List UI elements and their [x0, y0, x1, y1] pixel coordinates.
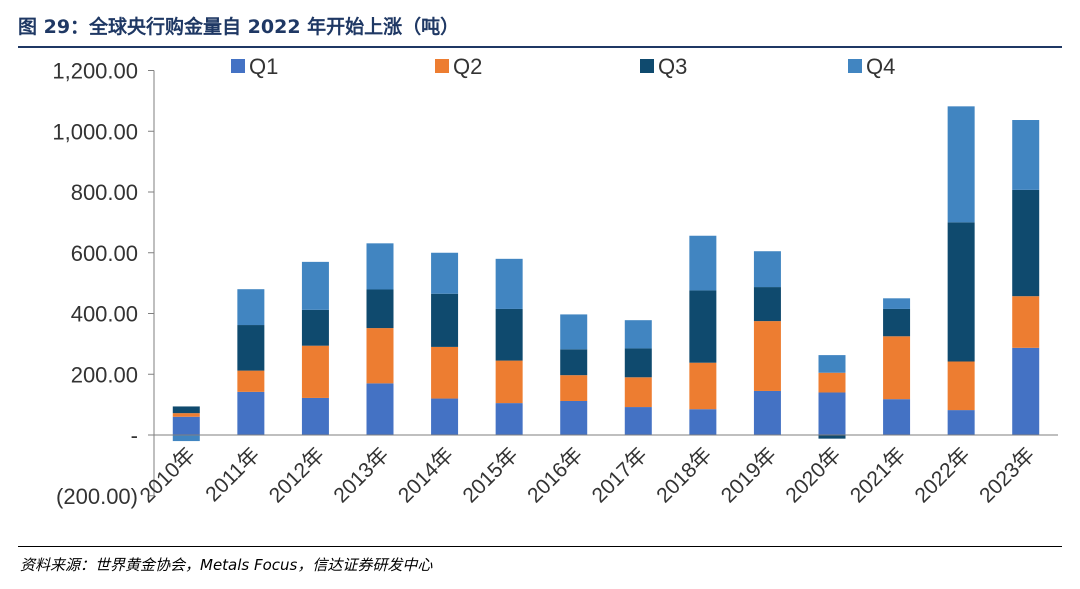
bar-segment-q1 — [366, 383, 394, 435]
bar-segment-q2 — [560, 375, 588, 401]
chart-title: 图 29：全球央行购金量自 2022 年开始上涨（吨） — [18, 16, 460, 38]
y-tick-label: 400.00 — [71, 302, 138, 327]
bar-segment-q4 — [301, 261, 329, 310]
x-tick-label: 2017年 — [588, 443, 652, 507]
legend-label-q4: Q4 — [866, 54, 895, 79]
bar-segment-q2 — [883, 336, 911, 400]
source-bar: 资料来源：世界黄金协会，Metals Focus，信达证券研发中心 — [18, 546, 1062, 581]
legend-swatch-q3 — [640, 59, 654, 73]
bar-segment-q4 — [883, 298, 911, 309]
bar-segment-q4 — [753, 251, 781, 288]
bar-segment-q2 — [366, 328, 394, 384]
chart-area: (200.00) - 200.00 400.00 600.00 800.00 1,000.0… — [18, 48, 1062, 545]
bar-segment-q4 — [366, 243, 394, 290]
bar-segment-q1 — [947, 410, 975, 435]
bar-segment-q1 — [753, 390, 781, 435]
legend: Q1 Q2 Q3 Q4 — [231, 54, 895, 79]
bar-segment-q3 — [1012, 189, 1040, 297]
bar-segment-q2 — [753, 321, 781, 391]
y-tick-label: 1,000.00 — [52, 119, 138, 144]
bar-segment-q4 — [689, 235, 717, 291]
bar-segment-q1 — [172, 416, 200, 435]
legend-swatch-q4 — [848, 59, 862, 73]
x-tick-label: 2013年 — [329, 443, 393, 507]
bar-segment-q1 — [818, 392, 846, 435]
y-tick-label: 800.00 — [71, 180, 138, 205]
bar-segment-q2 — [1012, 296, 1040, 348]
bar-segment-q3 — [237, 325, 265, 371]
source-note: 资料来源：世界黄金协会，Metals Focus，信达证券研发中心 — [20, 556, 433, 574]
x-axis: 2010年 2011年 2012年 2013年 2014年 2015年 2016年 2017年… — [136, 434, 1058, 507]
legend-label-q3: Q3 — [658, 54, 687, 79]
bar-segment-q4 — [495, 258, 523, 309]
bar-segment-q1 — [431, 398, 459, 435]
bar-segment-q3 — [624, 348, 652, 378]
bar-segment-q4 — [947, 106, 975, 223]
bar-segment-q1 — [560, 400, 588, 435]
x-tick-label: 2023年 — [975, 443, 1039, 507]
bar-segment-q2 — [495, 360, 523, 404]
bar-segment-q1 — [301, 397, 329, 435]
bar-segment-q4 — [560, 314, 588, 350]
bar-segment-q3 — [366, 289, 394, 329]
bar-segment-q3 — [883, 308, 911, 337]
bar-segment-q1 — [237, 391, 265, 435]
bar-segment-q3 — [560, 349, 588, 376]
bar-segment-q2 — [818, 372, 846, 393]
x-tick-label: 2014年 — [394, 443, 458, 507]
bar-segment-q1 — [624, 407, 652, 435]
bar-segment-q3 — [818, 435, 846, 439]
y-axis: (200.00) - 200.00 400.00 600.00 800.00 1,000.0… — [52, 59, 155, 509]
bar-segment-q3 — [947, 222, 975, 362]
bar-segment-q2 — [624, 377, 652, 408]
bars — [172, 106, 1040, 442]
bar-segment-q3 — [172, 406, 200, 414]
legend-label-q2: Q2 — [453, 54, 482, 79]
bar-segment-q1 — [689, 409, 717, 435]
x-tick-label: 2016年 — [523, 443, 587, 507]
bar-segment-q1 — [495, 403, 523, 435]
bar-segment-q3 — [431, 293, 459, 347]
bar-segment-q4 — [431, 252, 459, 294]
bar-segment-q2 — [172, 413, 200, 417]
y-tick-label: 1,200.00 — [52, 59, 138, 84]
x-tick-label: 2022年 — [911, 443, 975, 507]
bar-segment-q2 — [431, 346, 459, 399]
x-tick-label: 2015年 — [459, 443, 523, 507]
y-tick-label: 600.00 — [71, 241, 138, 266]
x-tick-label: 2021年 — [846, 443, 910, 507]
stacked-bar-chart: (200.00) - 200.00 400.00 600.00 800.00 1,000.0… — [52, 54, 1058, 509]
bar-segment-q2 — [689, 362, 717, 410]
bar-segment-q3 — [753, 287, 781, 322]
legend-swatch-q1 — [231, 59, 245, 73]
bar-segment-q4 — [624, 320, 652, 349]
x-tick-label: 2010年 — [136, 443, 200, 507]
bar-segment-q2 — [947, 361, 975, 411]
bar-segment-q1 — [883, 399, 911, 435]
bar-segment-q3 — [689, 290, 717, 363]
bar-segment-q3 — [495, 308, 523, 361]
x-tick-label: 2020年 — [781, 443, 845, 507]
bar-segment-q2 — [301, 345, 329, 398]
bar-segment-q1 — [1012, 347, 1040, 435]
x-tick-label: 2018年 — [652, 443, 716, 507]
legend-label-q1: Q1 — [249, 54, 278, 79]
title-bar: 图 29：全球央行购金量自 2022 年开始上涨（吨） — [18, 8, 1062, 48]
legend-swatch-q2 — [435, 59, 449, 73]
y-tick-label: - — [131, 423, 138, 448]
x-tick-label: 2012年 — [265, 443, 329, 507]
y-tick-label: (200.00) — [56, 484, 138, 509]
x-tick-label: 2011年 — [201, 443, 264, 506]
bar-segment-q4 — [237, 289, 265, 326]
bar-segment-q4 — [172, 435, 200, 442]
bar-segment-q4 — [1012, 120, 1040, 190]
bar-segment-q3 — [301, 309, 329, 346]
bar-segment-q2 — [237, 370, 265, 392]
bar-segment-q4 — [818, 355, 846, 373]
y-tick-label: 200.00 — [71, 362, 138, 387]
x-tick-label: 2019年 — [717, 443, 781, 507]
